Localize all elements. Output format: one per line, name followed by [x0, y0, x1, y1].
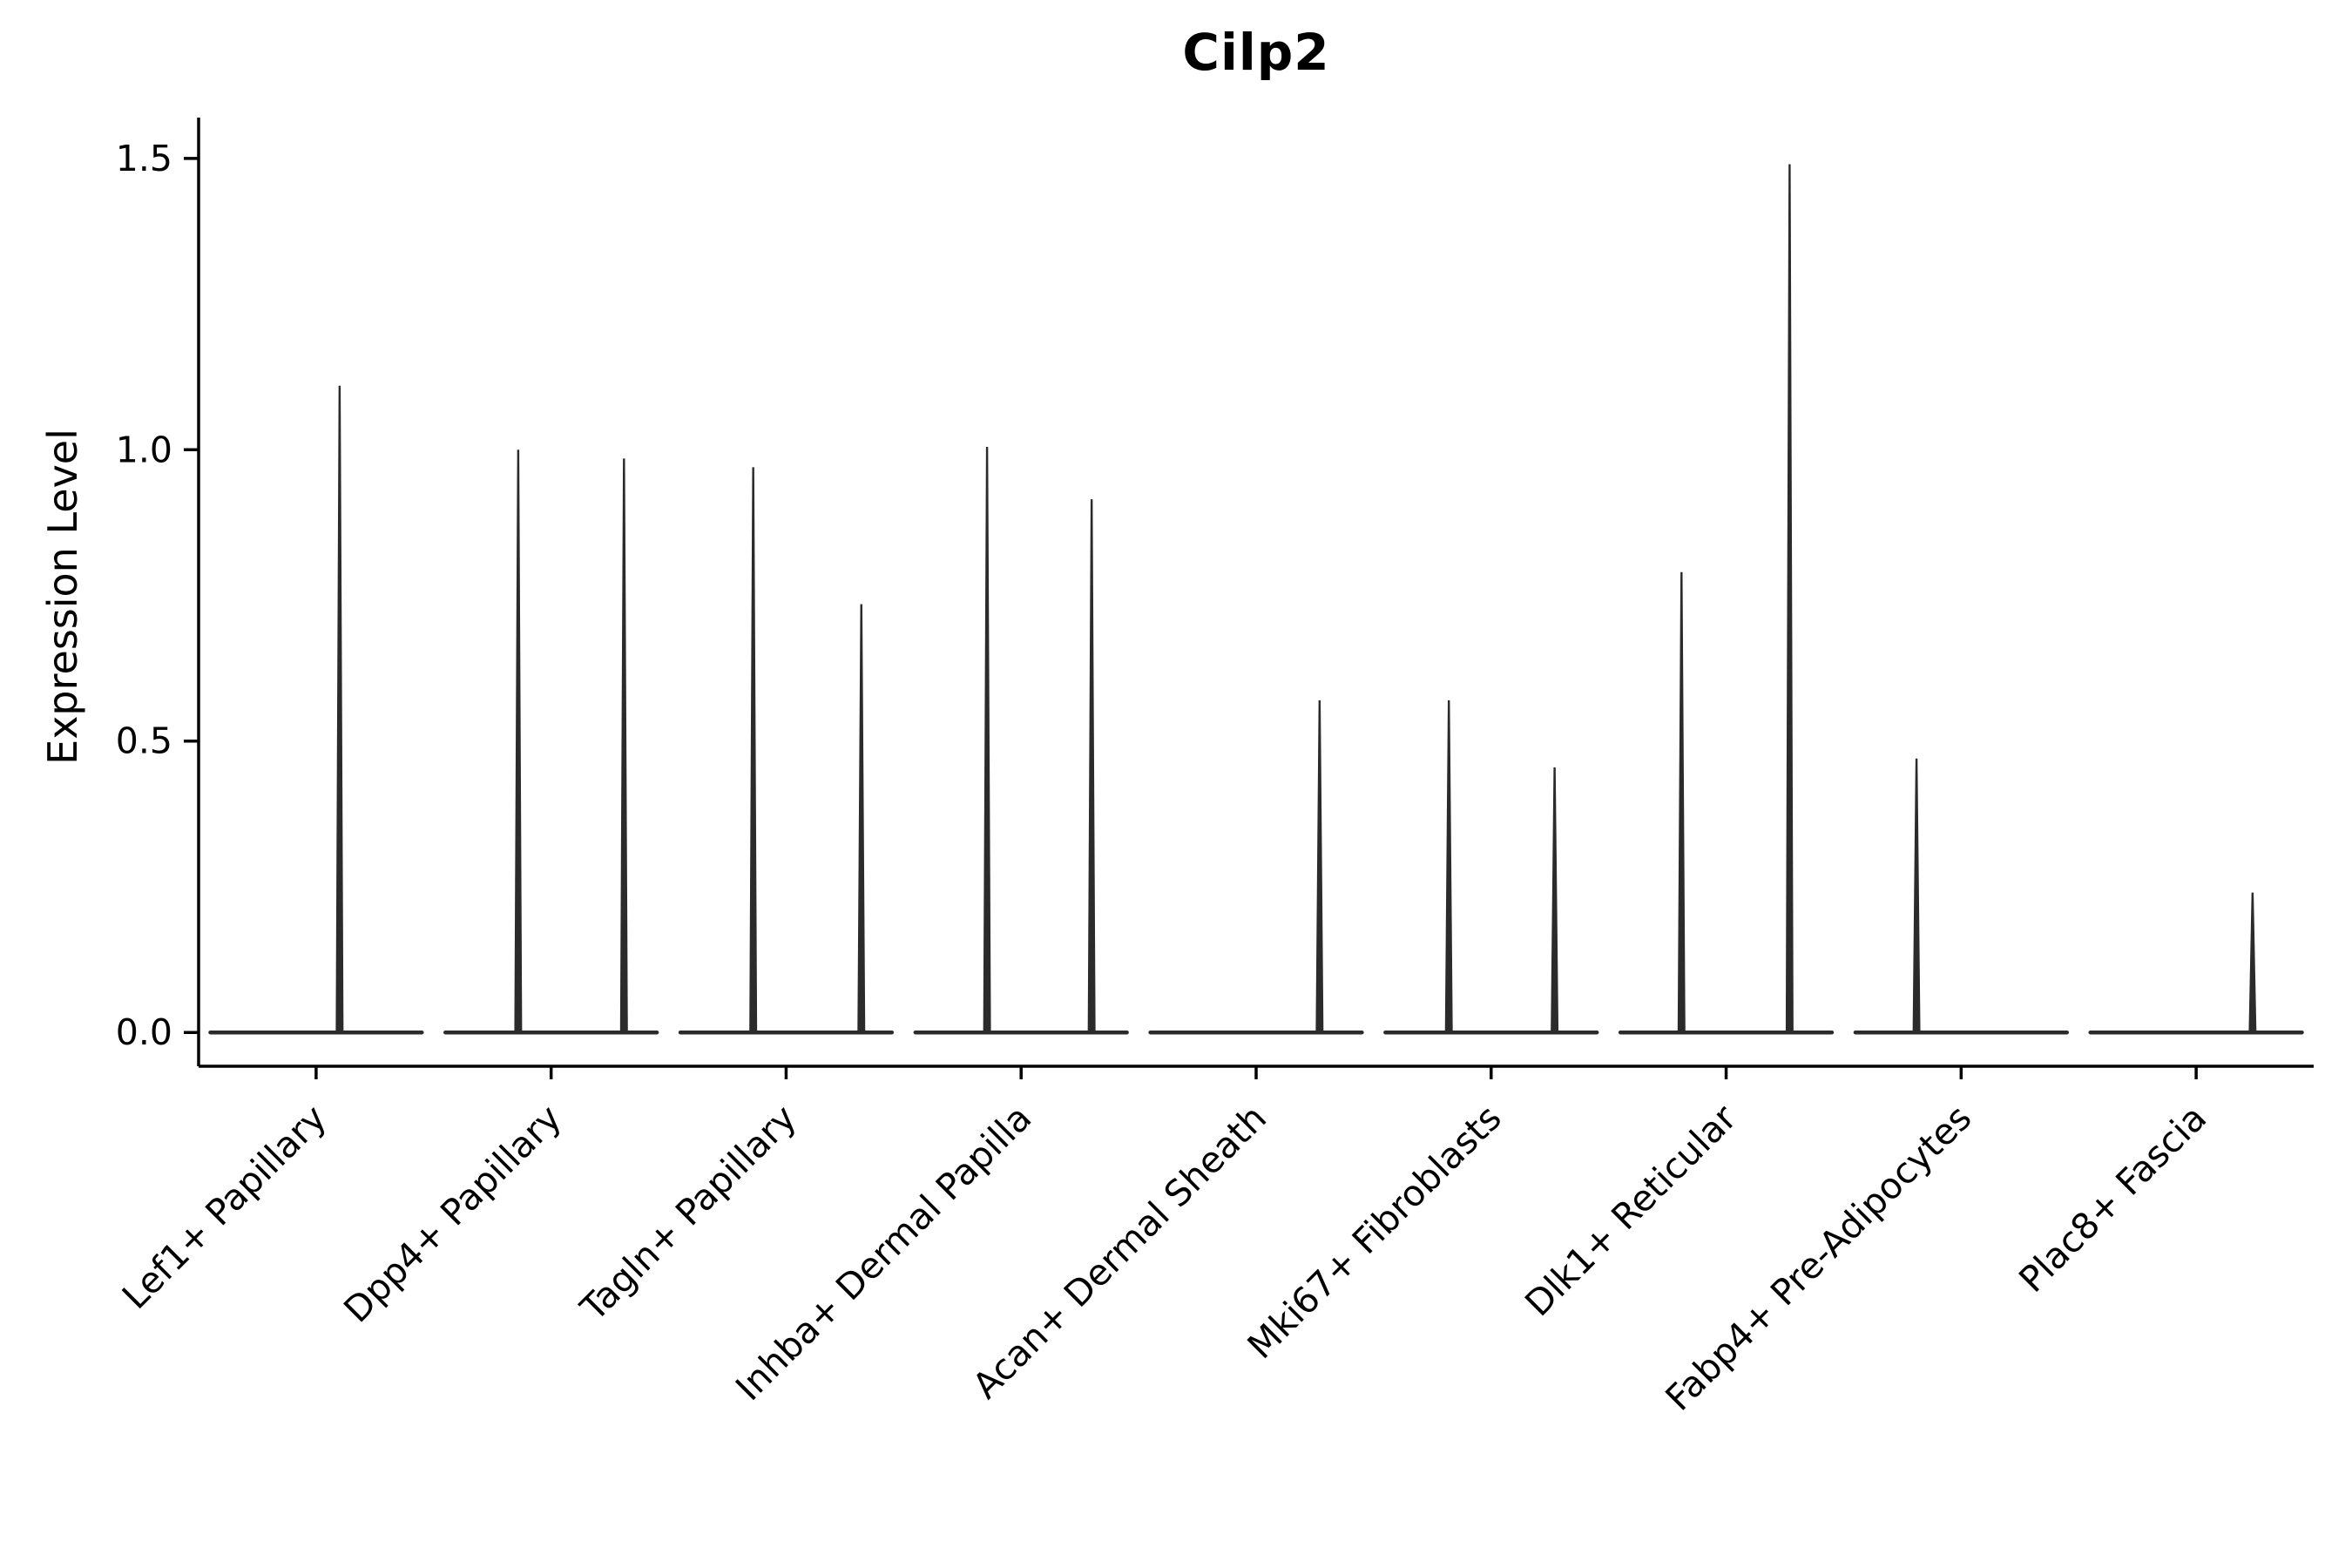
violin-spike	[749, 467, 758, 1035]
y-tick-label: 1.5	[116, 138, 172, 179]
violin-spike	[857, 604, 866, 1035]
violin-spike	[619, 458, 628, 1035]
y-tick-label: 1.0	[116, 429, 172, 470]
violin-spike	[1444, 700, 1453, 1035]
violin-spike	[1087, 499, 1096, 1035]
chart-title: Cilp2	[1182, 23, 1330, 82]
violin-spike	[514, 449, 523, 1035]
violin-spike	[1677, 571, 1686, 1035]
violin-spike	[1315, 700, 1324, 1035]
violin-spike	[1912, 758, 1921, 1035]
x-tick-label: Mki67+ Fibroblasts	[1240, 1097, 1510, 1367]
violin-spike	[1785, 164, 1794, 1035]
violin-spike	[335, 385, 344, 1035]
x-tick-label: Lef1+ Papillary	[114, 1097, 335, 1317]
y-tick-label: 0.5	[116, 720, 172, 762]
x-tick-label: Plac8+ Fascia	[2011, 1097, 2214, 1301]
y-tick-label: 0.0	[116, 1011, 172, 1053]
x-tick-label: Tagln+ Papillary	[571, 1097, 804, 1329]
violin-spike	[1551, 767, 1559, 1035]
x-tick-label: Dlk1+ Reticular	[1517, 1097, 1744, 1324]
x-tick-label: Dpp4+ Papillary	[335, 1097, 569, 1330]
violin-spike	[2248, 892, 2257, 1035]
violin-spike	[983, 446, 991, 1035]
